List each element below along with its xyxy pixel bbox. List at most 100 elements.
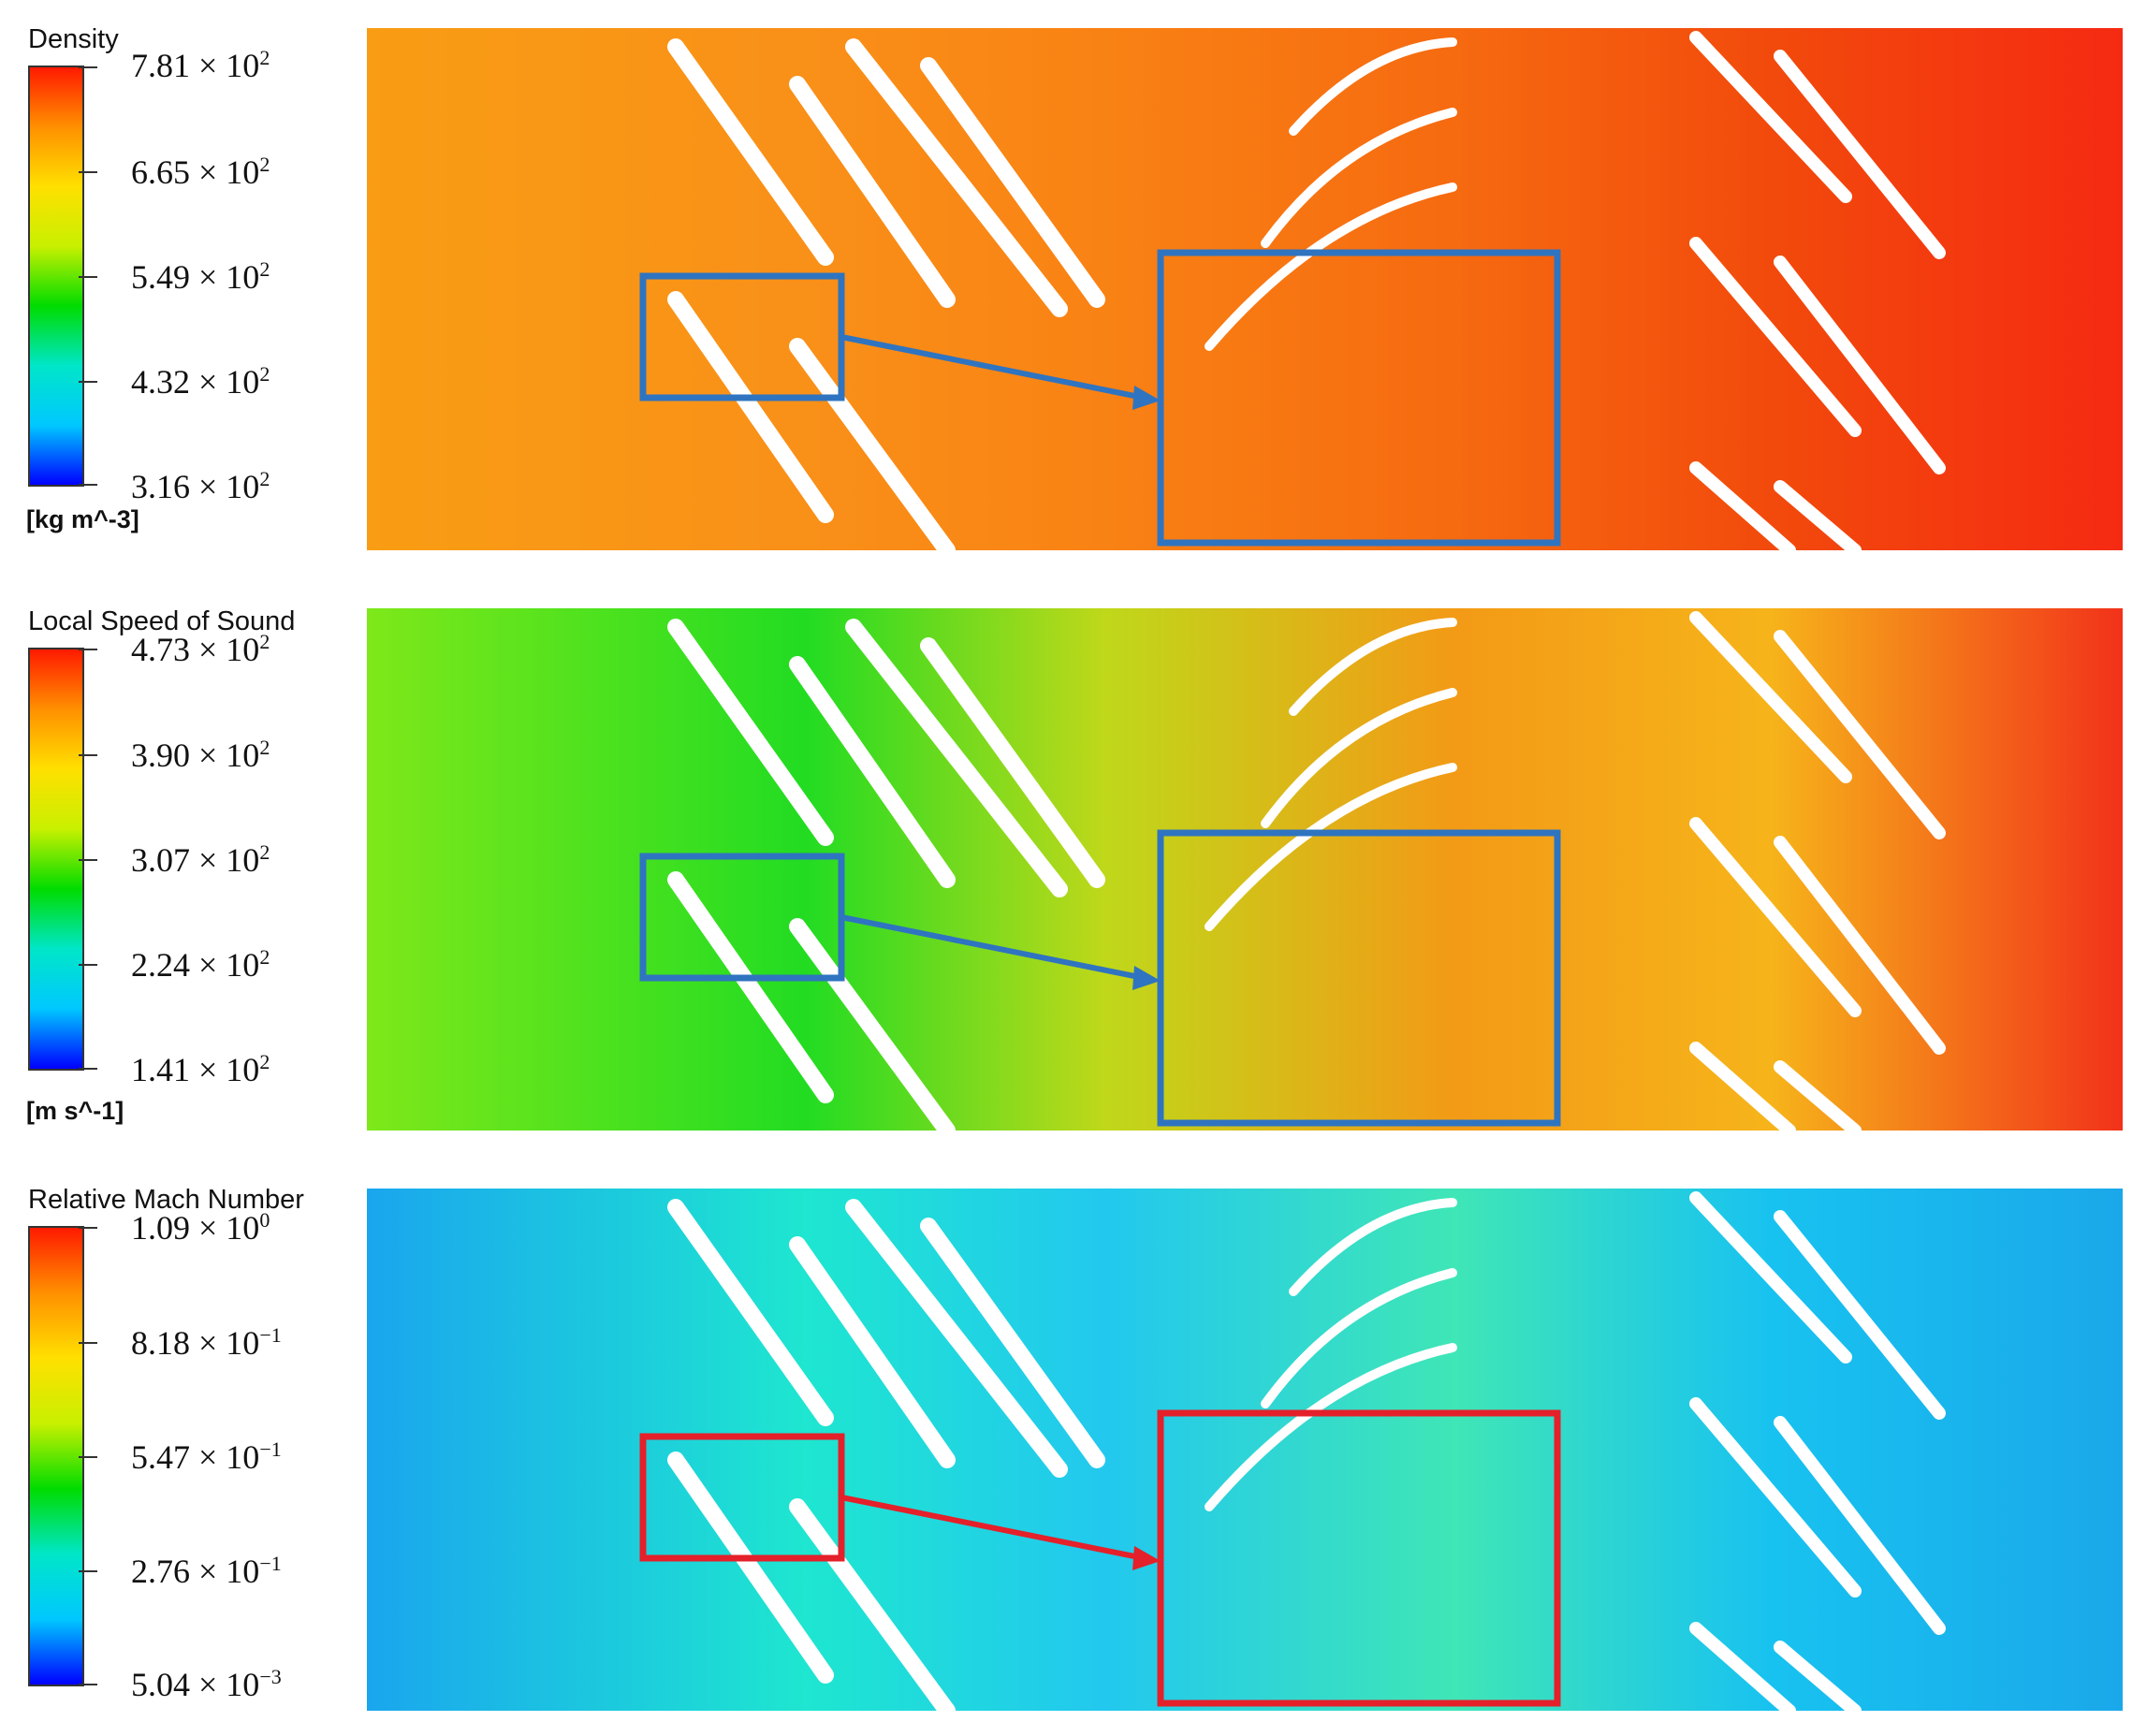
colorbar-tick bbox=[79, 276, 97, 278]
flow-field bbox=[367, 1189, 2123, 1711]
colorbar bbox=[28, 66, 84, 487]
blade bbox=[1689, 1622, 1796, 1711]
blade bbox=[789, 656, 956, 888]
blade bbox=[1689, 611, 1852, 783]
inset-arrow bbox=[840, 1495, 1145, 1561]
stator-vane bbox=[1205, 1343, 1457, 1511]
colorbar-tick-label: 3.16 × 102 bbox=[131, 467, 270, 505]
relative-mach-contour-plot bbox=[367, 1189, 2123, 1711]
blade bbox=[667, 1452, 834, 1684]
colorbar-tick-label: 2.24 × 102 bbox=[131, 945, 270, 984]
blade bbox=[1774, 1416, 1946, 1635]
inset-arrow bbox=[840, 334, 1145, 401]
blade bbox=[1689, 31, 1852, 203]
colorbar-tick-label: 5.47 × 10−1 bbox=[131, 1437, 282, 1476]
colorbar-tick-label: 4.32 × 102 bbox=[131, 362, 270, 401]
blade bbox=[1689, 1397, 1862, 1597]
flow-field bbox=[367, 28, 2123, 550]
colorbar-tick-label: 6.65 × 102 bbox=[131, 153, 270, 191]
colorbar-tick-label: 8.18 × 10−1 bbox=[131, 1323, 282, 1362]
blade bbox=[1774, 50, 1946, 259]
blade bbox=[1774, 1641, 1862, 1711]
blade bbox=[1689, 817, 1862, 1017]
stator-vane bbox=[1289, 37, 1457, 136]
blade bbox=[667, 38, 834, 266]
blade bbox=[789, 918, 956, 1131]
inset-arrow-head bbox=[1132, 966, 1161, 990]
stator-vane bbox=[1205, 763, 1457, 931]
blade bbox=[920, 637, 1105, 888]
blade bbox=[1689, 461, 1796, 550]
blade bbox=[1774, 1210, 1946, 1420]
blade bbox=[1774, 630, 1946, 839]
colorbar-tick-label: 7.81 × 102 bbox=[131, 46, 270, 84]
blade bbox=[1689, 237, 1862, 437]
blade bbox=[1774, 255, 1946, 474]
colorbar-tick bbox=[79, 1456, 97, 1458]
inset-arrow bbox=[840, 914, 1145, 981]
colorbar-tick bbox=[79, 1684, 97, 1685]
blade bbox=[789, 1236, 956, 1468]
colorbar-tick-label: 5.49 × 102 bbox=[131, 257, 270, 296]
legend-title: Density bbox=[28, 24, 119, 54]
colorbar-tick-label: 1.41 × 102 bbox=[131, 1050, 270, 1088]
colorbar-tick bbox=[79, 66, 97, 68]
colorbar-tick bbox=[79, 964, 97, 966]
inset-zoom-box bbox=[1157, 829, 1561, 1127]
colorbar-tick bbox=[79, 484, 97, 486]
inset-zoom-box bbox=[1157, 1409, 1561, 1707]
unit-label: [m s^-1] bbox=[26, 1097, 124, 1125]
colorbar-tick bbox=[79, 381, 97, 383]
contour-field bbox=[367, 28, 2123, 550]
colorbar-tick bbox=[79, 649, 97, 650]
stator-vane bbox=[1261, 688, 1457, 828]
density-contour-plot bbox=[367, 28, 2123, 550]
blade bbox=[845, 38, 1068, 317]
blade bbox=[667, 291, 834, 523]
legend-title: Relative Mach Number bbox=[28, 1185, 304, 1215]
inset-zoom-box bbox=[1157, 249, 1561, 547]
inset-arrow-head bbox=[1132, 386, 1161, 410]
blade bbox=[789, 1498, 956, 1711]
stator-vane bbox=[1205, 182, 1457, 351]
stator-vane bbox=[1289, 618, 1457, 716]
stator-vane bbox=[1289, 1198, 1457, 1296]
colorbar-tick-label: 2.76 × 10−1 bbox=[131, 1552, 282, 1590]
colorbar-tick bbox=[79, 1342, 97, 1344]
blade bbox=[1774, 836, 1946, 1055]
relative-mach-panel: Relative Mach Number 1.09 × 100 8.18 × 1… bbox=[0, 1160, 2147, 1722]
colorbar-tick bbox=[79, 1570, 97, 1572]
blade bbox=[667, 619, 834, 846]
blade bbox=[1774, 1060, 1862, 1131]
blade bbox=[920, 57, 1105, 308]
colorbar-tick-label: 5.04 × 10−3 bbox=[131, 1665, 282, 1703]
colorbar-tick bbox=[79, 859, 97, 861]
inset-arrow-head bbox=[1132, 1546, 1161, 1570]
colorbar-tick-label: 4.73 × 102 bbox=[131, 630, 270, 668]
colorbar-tick-label: 3.07 × 102 bbox=[131, 840, 270, 879]
colorbar-tick-label: 3.90 × 102 bbox=[131, 736, 270, 774]
colorbar bbox=[28, 1226, 84, 1686]
unit-label: [kg m^-3] bbox=[26, 505, 139, 533]
speed-of-sound-contour-plot bbox=[367, 608, 2123, 1131]
blade bbox=[789, 76, 956, 308]
blade bbox=[789, 338, 956, 550]
colorbar-tick-label: 1.09 × 100 bbox=[131, 1208, 270, 1247]
blade bbox=[667, 871, 834, 1103]
blade bbox=[1774, 480, 1862, 550]
flow-field bbox=[367, 608, 2123, 1131]
blade bbox=[845, 1199, 1068, 1478]
blade bbox=[845, 619, 1068, 897]
contour-field bbox=[367, 608, 2123, 1131]
colorbar-tick bbox=[79, 1068, 97, 1070]
colorbar-tick bbox=[79, 171, 97, 173]
blade bbox=[920, 1218, 1105, 1468]
contour-field bbox=[367, 1189, 2123, 1711]
colorbar-tick bbox=[79, 754, 97, 756]
blade bbox=[1689, 1191, 1852, 1364]
colorbar bbox=[28, 648, 84, 1071]
stator-vane bbox=[1261, 108, 1457, 248]
blade bbox=[667, 1199, 834, 1426]
stator-vane bbox=[1261, 1268, 1457, 1408]
colorbar-tick bbox=[79, 1227, 97, 1229]
